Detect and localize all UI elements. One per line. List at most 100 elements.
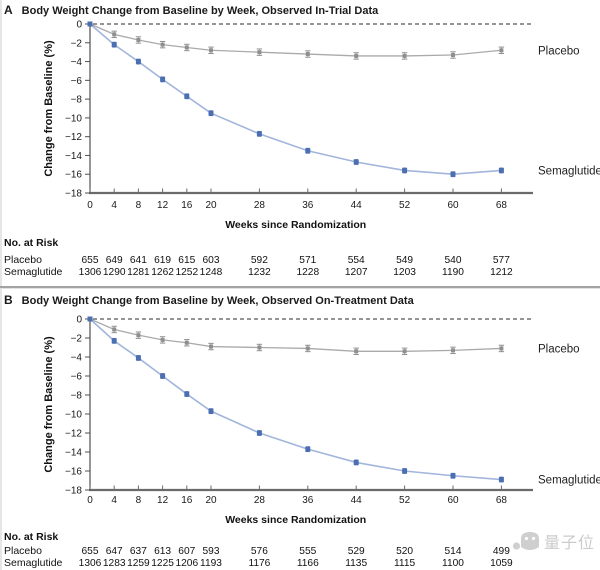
- series-marker-semaglutide: [135, 59, 141, 65]
- series-marker-placebo: [184, 45, 189, 50]
- x-tick-label: 60: [447, 200, 459, 211]
- x-tick-label: 28: [254, 200, 266, 211]
- no-at-risk-value: 1135: [345, 558, 367, 569]
- series-label-placebo: Placebo: [538, 343, 580, 355]
- no-at-risk-value: 1283: [103, 558, 126, 569]
- y-tick-label: −10: [65, 113, 82, 124]
- no-at-risk-value: 555: [299, 546, 316, 557]
- y-axis-title: Change from Baseline (%): [43, 336, 55, 473]
- series-marker-placebo: [112, 32, 117, 37]
- y-tick-label: −6: [71, 76, 83, 87]
- no-at-risk-value: 1228: [296, 267, 319, 278]
- panel-a-title-text: Body Weight Change from Baseline by Week…: [21, 5, 379, 17]
- no-at-risk-value: 1190: [442, 267, 464, 278]
- series-marker-placebo: [305, 52, 310, 57]
- series-marker-semaglutide: [111, 338, 117, 344]
- no-at-risk-value: 1212: [490, 267, 513, 278]
- no-at-risk-value: 1306: [79, 558, 102, 569]
- series-marker-placebo: [451, 348, 455, 353]
- no-at-risk-value: 540: [445, 255, 462, 266]
- panel-a-title: A Body Weight Change from Baseline by Wee…: [4, 3, 378, 17]
- no-at-risk-value: 1232: [248, 267, 271, 278]
- no-at-risk-value: 1306: [79, 267, 102, 278]
- series-marker-semaglutide: [160, 373, 166, 379]
- no-at-risk-value: 571: [299, 255, 316, 266]
- x-tick-label: 8: [136, 495, 142, 506]
- x-tick-label: 28: [254, 495, 266, 506]
- series-marker-semaglutide: [184, 93, 190, 99]
- no-at-risk-value: 1259: [127, 558, 150, 569]
- no-at-risk-value: 649: [106, 255, 123, 266]
- no-at-risk-value: 593: [203, 546, 220, 557]
- x-tick-label: 16: [181, 200, 193, 211]
- panel-a-letter: A: [4, 3, 13, 17]
- panel-a-svg: 0 −2 −4 −6 −8 −10 −12 −14 −16 −18 0 4 8 12 16 20 28 36 44 5…: [4, 20, 600, 279]
- no-at-risk-value: 520: [396, 546, 413, 557]
- x-tick-label: 68: [496, 200, 508, 211]
- series-marker-placebo: [499, 346, 504, 351]
- panel-separator: [0, 286, 600, 288]
- series-label-semaglutide: Semaglutide: [538, 165, 600, 177]
- series-line-semaglutide: [89, 23, 502, 176]
- no-at-risk-value: 1115: [394, 558, 415, 569]
- no-at-risk-value: 514: [445, 546, 462, 557]
- watermark-text: 量子位: [543, 535, 595, 552]
- y-tick-label: −16: [65, 170, 82, 181]
- panel-b-title-text: Body Weight Change from Baseline by Week…: [21, 295, 414, 307]
- watermark: 量子位: [511, 529, 595, 553]
- series-marker-placebo: [499, 48, 504, 53]
- x-tick-label: 52: [399, 200, 411, 211]
- x-tick-label: 0: [87, 200, 93, 211]
- series-marker-semaglutide: [111, 42, 117, 48]
- series-marker-semaglutide: [305, 148, 311, 154]
- series-marker-semaglutide: [353, 459, 359, 465]
- series-line-placebo: [89, 23, 502, 57]
- x-tick-label: 4: [111, 495, 117, 506]
- x-tick-label: 52: [399, 495, 411, 506]
- series-marker-placebo: [112, 327, 117, 332]
- x-tick-label: 20: [205, 200, 217, 211]
- panel-b-svg: 0 −2 −4 −6 −8 −10 −12 −14 −16 −18 0 4 8 12 16 20 28 36 44 5…: [4, 315, 600, 570]
- series-line-semaglutide: [89, 318, 502, 481]
- no-at-risk-value: 529: [348, 546, 365, 557]
- no-at-risk-value: 603: [203, 255, 220, 266]
- y-tick-label: −4: [71, 57, 83, 68]
- x-tick-label: 44: [351, 495, 363, 506]
- series-marker-placebo: [184, 340, 189, 345]
- no-at-risk-value: 613: [154, 546, 171, 557]
- series-marker-semaglutide: [450, 473, 456, 479]
- series-marker-semaglutide: [87, 21, 93, 27]
- series-marker-semaglutide: [160, 76, 166, 82]
- series-marker-placebo: [354, 53, 359, 58]
- panel-b-title: B Body Weight Change from Baseline by Wee…: [4, 293, 414, 307]
- series-marker-semaglutide: [353, 159, 359, 165]
- series-marker-placebo: [451, 52, 455, 57]
- no-at-risk-row-label: Placebo: [4, 545, 42, 557]
- y-tick-label: −4: [71, 353, 83, 364]
- no-at-risk-value: 1207: [345, 267, 368, 278]
- x-tick-label: 16: [181, 495, 193, 506]
- no-at-risk-value: 1281: [127, 267, 150, 278]
- y-axis-title: Change from Baseline (%): [43, 40, 55, 177]
- no-at-risk-value: 577: [493, 255, 510, 266]
- panel-b-letter: B: [4, 293, 13, 307]
- no-at-risk-value: 1262: [151, 267, 174, 278]
- no-at-risk-row-label: Semaglutide: [4, 557, 63, 569]
- y-tick-label: 0: [76, 315, 82, 326]
- x-axis-title: Weeks since Randomization: [225, 219, 366, 231]
- x-tick-label: 12: [157, 495, 169, 506]
- y-tick-label: −12: [65, 132, 82, 143]
- no-at-risk-value: 1225: [151, 558, 174, 569]
- y-tick-label: −14: [65, 151, 82, 162]
- series-label-placebo: Placebo: [538, 45, 580, 57]
- x-axis-title: Weeks since Randomization: [225, 514, 366, 526]
- no-at-risk-value: 655: [82, 546, 99, 557]
- y-tick-label: −2: [71, 334, 83, 345]
- x-tick-label: 44: [351, 200, 363, 211]
- series-marker-placebo: [354, 349, 359, 354]
- x-tick-label: 20: [205, 495, 217, 506]
- series-marker-semaglutide: [208, 408, 214, 414]
- no-at-risk-header: No. at Risk: [4, 237, 58, 249]
- series-marker-semaglutide: [450, 171, 456, 177]
- series-line-placebo: [89, 318, 502, 352]
